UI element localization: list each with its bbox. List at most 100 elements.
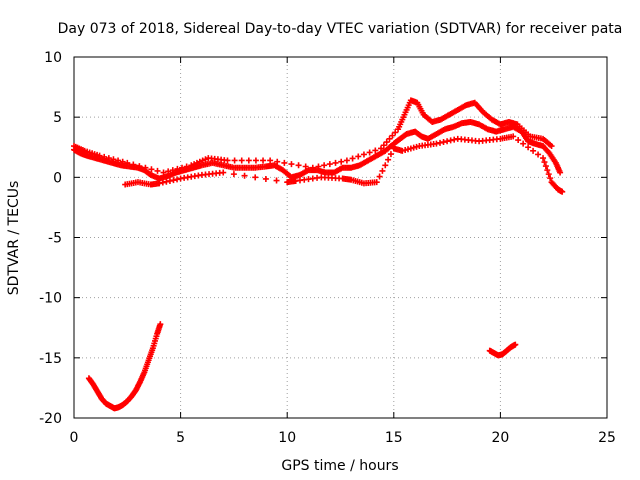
y-tick-label: -5 — [48, 231, 62, 247]
data-point-interp — [380, 142, 387, 149]
data-point — [124, 159, 131, 166]
data-point-interp — [413, 143, 420, 150]
data-point-interp — [410, 144, 417, 151]
data-point-interp — [349, 155, 356, 162]
data-point — [373, 179, 380, 186]
data-point-interp — [295, 162, 302, 169]
data-point — [559, 188, 566, 195]
data-point-interp — [355, 153, 362, 160]
data-point-interp — [447, 137, 454, 144]
data-point-interp — [360, 151, 367, 158]
data-point-interp — [321, 162, 328, 169]
data-point-interp — [174, 176, 181, 183]
data-point-interp — [115, 157, 122, 164]
data-point — [343, 157, 350, 164]
data-point-interp — [163, 178, 170, 185]
data-point — [378, 145, 385, 152]
data-point-interp — [545, 171, 552, 178]
data-point — [267, 157, 274, 164]
data-point — [224, 157, 231, 164]
data-point-interp — [159, 179, 166, 186]
data-point-interp — [535, 151, 542, 158]
data-point — [433, 140, 440, 147]
data-point-interp — [170, 177, 177, 184]
data-point-interp — [542, 163, 549, 170]
data-point — [512, 341, 519, 348]
data-point-interp — [136, 163, 143, 170]
data-point-interp — [315, 163, 322, 170]
data-point-interp — [165, 168, 172, 175]
x-tick-label: 20 — [491, 430, 509, 446]
data-point-interp — [302, 163, 309, 170]
y-tick-label: 10 — [44, 50, 62, 66]
data-point — [156, 180, 163, 187]
data-point-interp — [382, 162, 389, 169]
x-tick-label: 0 — [70, 430, 79, 446]
data-point — [540, 155, 547, 162]
data-point-interp — [338, 158, 345, 165]
data-point-interp — [525, 144, 532, 151]
data-point-interp — [238, 157, 245, 164]
y-tick-label: 5 — [53, 110, 62, 126]
y-tick-label: -15 — [39, 351, 62, 367]
data-point-interp — [110, 156, 117, 163]
data-point-interp — [260, 157, 267, 164]
data-point-interp — [183, 163, 190, 170]
data-point-interp — [379, 167, 386, 174]
data-point-interp — [366, 149, 373, 156]
data-point-interp — [383, 139, 390, 146]
data-point-interp — [515, 137, 522, 144]
data-point-interp — [148, 166, 155, 173]
data-point — [557, 169, 564, 176]
data-point-interp — [392, 129, 399, 136]
data-point-interp — [179, 164, 186, 171]
x-tick-label: 15 — [385, 430, 403, 446]
data-point-interp — [385, 156, 392, 163]
tick-labels: 0 5 10 15 20 25 -20 -15 -10 -5 0 5 10 — [39, 50, 616, 446]
data-point — [399, 147, 406, 154]
data-point-interp — [405, 146, 412, 153]
data-point-interp — [252, 174, 259, 181]
data-point — [309, 164, 316, 171]
x-tick-label: 25 — [598, 430, 616, 446]
data-point-interp — [326, 161, 333, 168]
x-tick-label: 5 — [176, 430, 185, 446]
data-point-interp — [105, 155, 112, 162]
data-point-interp — [544, 167, 551, 174]
data-point — [548, 143, 555, 150]
data-point-interp — [230, 171, 237, 178]
data-point-interp — [241, 172, 248, 179]
data-point-interp — [376, 173, 383, 180]
data-point-interp — [444, 138, 451, 145]
data-point-interp — [387, 151, 394, 158]
chart-title: Day 073 of 2018, Sidereal Day-to-day VTE… — [58, 21, 623, 37]
data-points — [71, 97, 566, 412]
data-point — [160, 169, 167, 176]
data-point-interp — [166, 177, 173, 184]
x-axis-label: GPS time / hours — [281, 458, 398, 474]
data-point-interp — [252, 157, 259, 164]
data-point-interp — [386, 135, 393, 142]
gridlines — [74, 57, 607, 418]
data-point-interp — [530, 147, 537, 154]
data-point-interp — [119, 158, 126, 165]
y-axis-label: SDTVAR / TECUs — [6, 181, 22, 296]
data-point-interp — [407, 145, 414, 152]
data-point-interp — [262, 175, 269, 182]
data-point — [157, 321, 164, 328]
plot-frame — [73, 56, 608, 419]
data-point-interp — [281, 159, 288, 166]
data-point-interp — [130, 161, 137, 168]
data-point-interp — [332, 159, 339, 166]
data-point-interp — [372, 147, 379, 154]
data-point-interp — [174, 165, 181, 172]
data-point-interp — [273, 177, 280, 184]
data-point — [510, 133, 517, 140]
data-point — [96, 152, 103, 159]
data-point-interp — [101, 153, 108, 160]
data-point — [220, 169, 227, 176]
data-point-interp — [142, 164, 149, 171]
data-point-interp — [541, 159, 548, 166]
data-point-interp — [520, 140, 527, 147]
